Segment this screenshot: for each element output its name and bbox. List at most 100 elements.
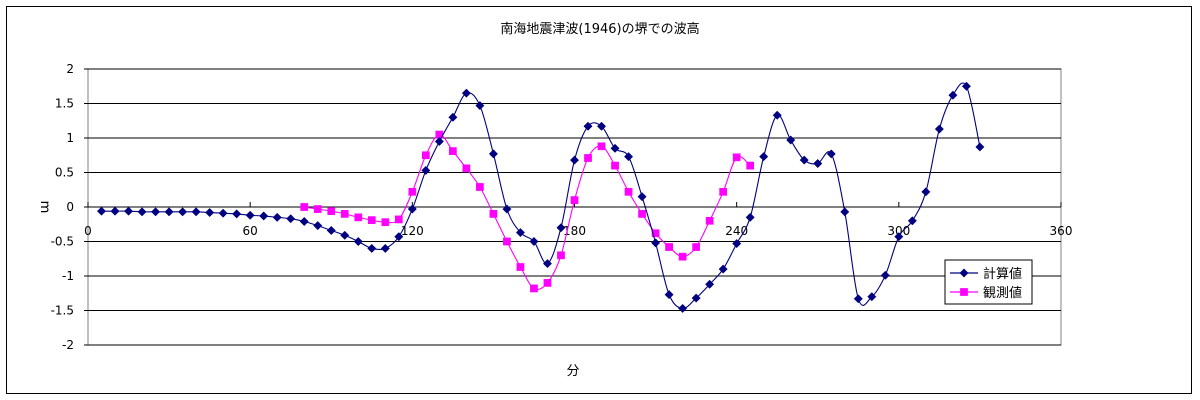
y-tick-label: -1.5 (51, 304, 74, 318)
calculated-point (678, 303, 688, 313)
calculated-point (637, 192, 647, 202)
plot-area: 21.510.50-0.5-1-1.5-20 60 120 180 240 300 360 (51, 62, 1073, 352)
observed-point (516, 263, 525, 271)
calculated-point (394, 232, 404, 242)
chart-svg: 南海地震津波(1946)の堺での波高 2 1.5 1 0.5 0 -0.5 -1 -1.5 -2… (37, 21, 1073, 379)
calculated-point (380, 243, 390, 253)
x-tick-label: 120 (401, 224, 424, 238)
x-tick-label: 0 (84, 224, 92, 238)
calculated-point (826, 149, 836, 159)
x-tick-label: 180 (563, 224, 586, 238)
observed-point (340, 210, 349, 218)
observed-point (489, 210, 498, 218)
calculated-point (232, 209, 242, 219)
calculated-point (759, 152, 769, 162)
observed-point (570, 196, 579, 204)
legend-marker-observed (960, 288, 968, 296)
x-tick-label: 60 (243, 224, 258, 238)
observed-point (746, 161, 755, 170)
calculated-point (786, 135, 796, 145)
calculated-point (367, 243, 377, 253)
observed-point (624, 187, 633, 196)
calculated-point (313, 221, 323, 231)
observed-point (611, 161, 619, 170)
calculated-point (191, 207, 201, 217)
calculated-point (245, 210, 255, 220)
x-tick-label: 300 (887, 224, 910, 238)
calculated-point (164, 207, 174, 217)
x-axis-label: 分 (566, 364, 579, 379)
calculated-point (448, 112, 458, 122)
calculated-point (772, 110, 782, 120)
calculated-point (880, 270, 890, 280)
calculated-point (96, 206, 107, 216)
legend-label-calculated: 計算値 (983, 266, 1022, 282)
calculated-point (123, 206, 134, 216)
calculated-point (421, 165, 431, 175)
calculated-point (137, 207, 147, 217)
calculated-point (691, 293, 701, 303)
y-tick-label: 0.5 (55, 166, 74, 180)
observed-point (638, 210, 646, 218)
observed-point (421, 151, 430, 160)
observed-point (705, 216, 714, 225)
y-tick-label: 0 (66, 200, 74, 214)
calculated-point (502, 204, 512, 214)
calculated-point (975, 142, 985, 152)
calculated-point (475, 101, 485, 111)
observed-point (381, 218, 390, 227)
observed-point (732, 153, 741, 162)
calculated-point (867, 292, 877, 302)
observed-point (408, 187, 417, 196)
observed-point (313, 205, 322, 213)
calculated-point (299, 216, 309, 227)
calculated-point (178, 207, 188, 217)
calculated-point (218, 208, 228, 218)
calculated-point (583, 121, 593, 131)
calculated-point (799, 155, 809, 165)
calculated-point (813, 158, 823, 169)
observed-point (449, 147, 457, 155)
calculated-point (326, 225, 336, 236)
observed-point (394, 215, 403, 224)
x-tick-label: 360 (1050, 224, 1073, 238)
observed-point (557, 251, 565, 260)
observed-point (719, 187, 728, 196)
calculated-point (529, 236, 539, 247)
observed-point (678, 252, 687, 261)
observed-point (367, 216, 376, 224)
calculated-point (569, 155, 580, 165)
calculated-point (151, 207, 161, 217)
calculated-point (961, 81, 971, 91)
calculated-point (286, 214, 296, 224)
calculated-point (894, 232, 904, 242)
y-tick-label: 2 (66, 62, 74, 76)
y-tick-label: -2 (62, 338, 74, 352)
calculated-point (624, 152, 634, 162)
calculated-point (853, 294, 863, 304)
y-axis-label: m (37, 201, 52, 214)
observed-point (692, 243, 700, 251)
chart-title: 南海地震津波(1946)の堺での波高 (500, 21, 699, 37)
observed-point (530, 284, 538, 293)
calculated-point (651, 238, 661, 248)
calculated-point (718, 264, 728, 274)
observed-point (327, 207, 336, 215)
calculated-point (556, 223, 566, 233)
observed-point (597, 142, 606, 151)
calculated-point (542, 259, 553, 269)
calculated-point (596, 121, 607, 131)
y-tick-label: -0.5 (51, 235, 74, 249)
calculated-point (461, 88, 471, 98)
calculated-point (434, 136, 444, 147)
calculated-point (205, 207, 215, 218)
legend-box (944, 259, 1033, 305)
calculated-point (272, 212, 282, 222)
y-tick-label: 1 (66, 131, 74, 145)
observed-point (651, 229, 660, 238)
calculated-point (921, 187, 931, 197)
calculated-point (407, 204, 417, 214)
observed-point (354, 213, 363, 222)
observed-point (584, 154, 592, 162)
